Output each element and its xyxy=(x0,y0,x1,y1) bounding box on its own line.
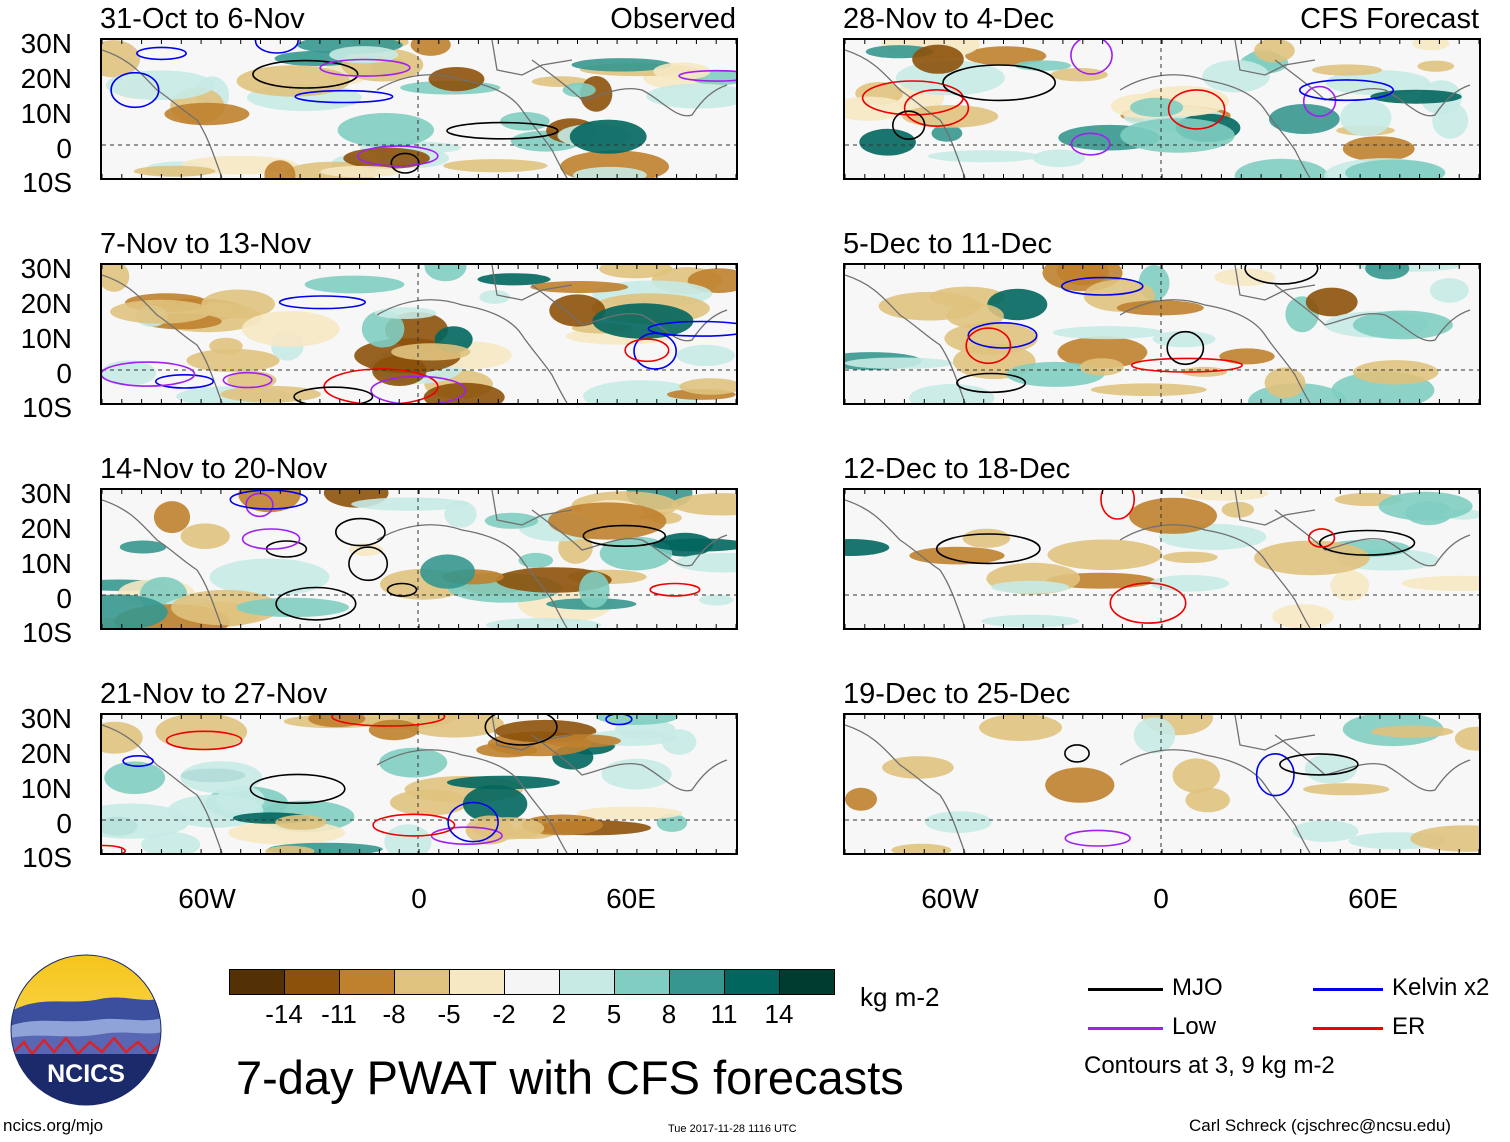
panel-title: 31-Oct to 6-Nov xyxy=(100,3,305,35)
lat-label: 30N xyxy=(20,703,72,734)
colorbar-cell xyxy=(724,969,780,995)
colorbar-tick: 14 xyxy=(764,999,794,1029)
panel-title: 12-Dec to 18-Dec xyxy=(843,453,1071,485)
colorbar-unit: kg m-2 xyxy=(860,982,940,1012)
panel-title: 28-Nov to 4-Dec xyxy=(843,3,1055,35)
legend-er-label: ER xyxy=(1392,1013,1426,1040)
lat-label: 30N xyxy=(20,28,72,59)
panel-title: 21-Nov to 27-Nov xyxy=(100,678,328,710)
panel-title: 7-Nov to 13-Nov xyxy=(100,228,312,260)
legend-kelvin-line xyxy=(1313,988,1383,991)
lat-label: 0 xyxy=(56,133,72,164)
legend-mjo-label: MJO xyxy=(1172,974,1223,1001)
lon-label-60w: 60W xyxy=(178,883,236,914)
pwat-map xyxy=(100,263,738,405)
pwat-map xyxy=(843,38,1481,180)
colorbar-tick: -11 xyxy=(321,999,357,1029)
legend-er-line xyxy=(1313,1027,1383,1030)
legend-low-label: Low xyxy=(1172,1013,1217,1040)
panel-title: 19-Dec to 25-Dec xyxy=(843,678,1071,710)
ncics-logo: NCICS xyxy=(10,954,162,1106)
colorbar-cell xyxy=(339,969,395,995)
legend-contour-note: Contours at 3, 9 kg m-2 xyxy=(1084,1052,1335,1079)
footer-credit: Carl Schreck (cjschrec@ncsu.edu) xyxy=(1189,1116,1451,1135)
colorbar-tick: -14 xyxy=(265,999,303,1029)
lat-label: 20N xyxy=(20,288,72,319)
pwat-map xyxy=(100,488,738,630)
panel-tag: CFS Forecast xyxy=(1300,3,1479,35)
legend-low-line xyxy=(1088,1027,1163,1030)
colorbar-cell xyxy=(559,969,615,995)
colorbar-tick: 8 xyxy=(661,999,677,1029)
lat-label: 10S xyxy=(22,167,72,198)
colorbar-cell xyxy=(614,969,670,995)
panel-title: 14-Nov to 20-Nov xyxy=(100,453,328,485)
pwat-map xyxy=(843,263,1481,405)
lat-label: 30N xyxy=(20,253,72,284)
lon-label-0: 0 xyxy=(411,883,427,914)
lon-label-0: 0 xyxy=(1153,883,1169,914)
lat-label: 0 xyxy=(56,358,72,389)
lat-label: 10N xyxy=(20,773,72,804)
colorbar-tick: -8 xyxy=(382,999,406,1029)
lon-label-60w: 60W xyxy=(921,883,979,914)
colorbar-cell xyxy=(504,969,560,995)
lat-label: 20N xyxy=(20,63,72,94)
main-title: 7-day PWAT with CFS forecasts xyxy=(236,1051,904,1104)
lat-label: 20N xyxy=(20,738,72,769)
colorbar-cell xyxy=(669,969,725,995)
pwat-map xyxy=(100,38,738,180)
footer-timestamp: Tue 2017-11-28 1116 UTC xyxy=(668,1123,797,1135)
colorbar-tick: -2 xyxy=(492,999,516,1029)
lat-label: 10S xyxy=(22,842,72,873)
lat-label: 0 xyxy=(56,583,72,614)
footer-url[interactable]: ncics.org/mjo xyxy=(3,1116,104,1135)
panel-title: 5-Dec to 11-Dec xyxy=(843,228,1052,260)
lon-label-60e: 60E xyxy=(1348,883,1398,914)
colorbar-cell xyxy=(284,969,340,995)
lat-label: 30N xyxy=(20,478,72,509)
lat-label: 20N xyxy=(20,513,72,544)
colorbar-tick: -5 xyxy=(437,999,461,1029)
pwat-map xyxy=(100,713,738,855)
lat-label: 10N xyxy=(20,98,72,129)
colorbar-tick: 2 xyxy=(551,999,567,1029)
lat-label: 10N xyxy=(20,548,72,579)
legend-mjo-line xyxy=(1088,988,1163,991)
lat-label: 10S xyxy=(22,392,72,423)
pwat-map xyxy=(843,713,1481,855)
colorbar-cell xyxy=(779,969,835,995)
colorbar-cell xyxy=(449,969,505,995)
colorbar-cell xyxy=(394,969,450,995)
pwat-map xyxy=(843,488,1481,630)
colorbar-tick: 11 xyxy=(710,999,738,1029)
legend-kelvin-label: Kelvin x2 xyxy=(1392,974,1490,1001)
lat-label: 10S xyxy=(22,617,72,648)
colorbar-cell xyxy=(229,969,285,995)
panel-tag: Observed xyxy=(610,3,736,35)
lat-label: 0 xyxy=(56,808,72,839)
lon-label-60e: 60E xyxy=(606,883,656,914)
lat-label: 10N xyxy=(20,323,72,354)
colorbar-tick: 5 xyxy=(606,999,622,1029)
logo-text: NCICS xyxy=(47,1060,125,1088)
